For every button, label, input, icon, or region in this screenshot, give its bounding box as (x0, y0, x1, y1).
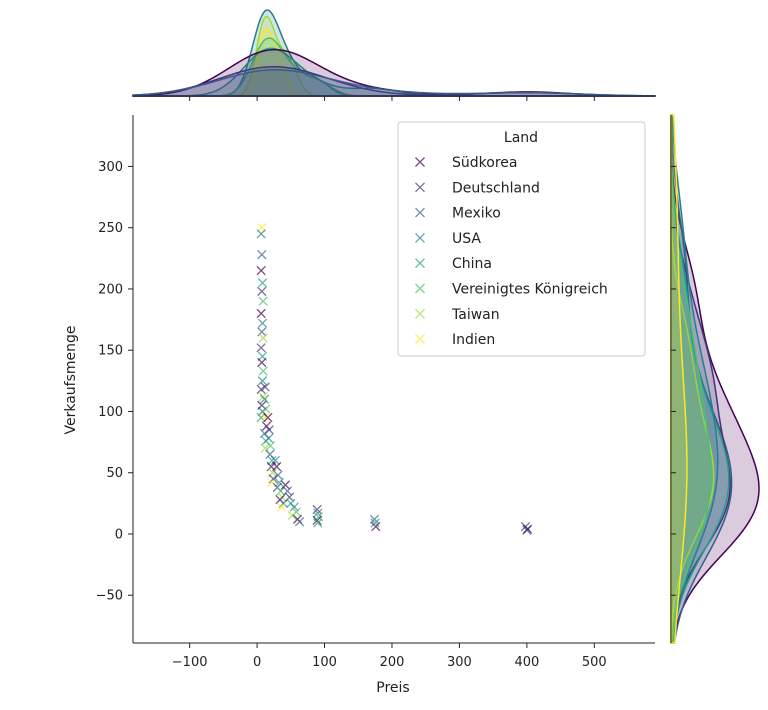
scatter-point (263, 412, 273, 423)
scatter-point (257, 327, 267, 337)
scatter-point (256, 265, 266, 276)
scatter-point (271, 461, 282, 472)
scatter-point (273, 470, 283, 480)
scatter-point (264, 425, 274, 435)
x-axis-label: Preis (376, 680, 409, 696)
scatter-point (261, 404, 271, 414)
legend-entry: Vereinigtes Königreich (452, 282, 608, 298)
scatter-point (256, 343, 266, 353)
scatter-point (260, 412, 270, 423)
legend-marker (415, 308, 425, 319)
scatter-point (369, 514, 380, 524)
legend-marker (415, 182, 425, 193)
x-tick-label: 0 (253, 655, 261, 670)
y-tick-label: 100 (98, 405, 123, 420)
y-tick-label: 300 (98, 160, 123, 175)
y-tick-label: 0 (115, 527, 123, 542)
legend-marker (415, 334, 425, 345)
x-tick-label: 100 (312, 655, 337, 670)
scatter-point (258, 392, 268, 402)
scatter-point (256, 412, 266, 423)
legend-marker (415, 258, 425, 269)
scatter-point (257, 318, 268, 328)
legend-marker (415, 157, 425, 167)
y-tick-label: 150 (98, 344, 123, 359)
x-ticks: −100 0 100 200 300 400 500 (172, 96, 607, 670)
scatter-point (263, 433, 274, 444)
scatter-point (294, 517, 305, 527)
y-axis-label: Verkaufsmenge (63, 325, 79, 434)
scatter-point (259, 394, 270, 404)
scatter-point (274, 477, 285, 488)
scatter-point (313, 508, 323, 518)
scatter-point (258, 366, 268, 376)
scatter-point (371, 521, 381, 532)
legend-entry: Taiwan (451, 307, 500, 323)
scatter-point (265, 441, 276, 451)
x-tick-label: 400 (514, 655, 539, 670)
scatter-point (256, 229, 266, 239)
y-tick-label: 50 (106, 466, 123, 481)
scatter-point (280, 480, 291, 490)
top-kde-curve (132, 69, 656, 97)
scatter-point (260, 443, 270, 453)
legend-entry: Mexiko (452, 206, 501, 222)
scatter-point (257, 278, 268, 288)
scatter-point (257, 286, 267, 297)
scatter-point (313, 518, 323, 528)
scatter-point (282, 486, 293, 496)
scatter-point (256, 308, 266, 319)
legend-entry: Indien (452, 332, 495, 348)
x-tick-label: 500 (582, 655, 607, 670)
legend-entry: Deutschland (452, 180, 540, 196)
scatter-point (312, 504, 322, 515)
scatter-point (370, 518, 380, 528)
legend-box (397, 121, 646, 357)
scatter-point (257, 249, 267, 260)
scatter-point (284, 492, 295, 502)
scatter-point (257, 357, 267, 368)
right-kde-curve (670, 114, 688, 644)
legend-entry: Südkorea (452, 155, 517, 171)
right-kde-curve (670, 114, 712, 644)
scatter-point (257, 376, 268, 386)
x-tick-label: 200 (380, 655, 405, 670)
scatter-point (287, 510, 297, 521)
legend-marker (415, 207, 425, 218)
legend-title: Land (504, 130, 538, 146)
y-tick-label: 200 (98, 282, 123, 297)
scatter-point (289, 502, 299, 512)
scatter-point (260, 382, 270, 392)
scatter-point (276, 502, 287, 512)
legend-entry: USA (452, 231, 481, 247)
x-tick-label: −100 (172, 655, 208, 670)
right-marginal-kde (670, 114, 760, 644)
legend-entry: China (452, 256, 492, 272)
scatter-point (522, 524, 533, 534)
scatter-points (256, 223, 533, 535)
y-ticks: −50 0 50 100 150 200 250 300 (96, 160, 676, 604)
scatter-point (312, 515, 322, 526)
scatter-point (258, 333, 268, 343)
y-tick-label: −50 (96, 589, 123, 604)
legend-marker (415, 283, 425, 294)
legend: Land Südkorea Deutschland Mexiko USA China Ve… (397, 121, 646, 357)
right-kde-curve (670, 114, 719, 644)
y-tick-label: 250 (98, 221, 123, 236)
x-tick-label: 300 (447, 655, 472, 670)
scatter-point (258, 296, 268, 306)
top-marginal-kde (132, 9, 656, 97)
legend-marker (415, 232, 425, 243)
right-kde-curve (670, 114, 760, 644)
